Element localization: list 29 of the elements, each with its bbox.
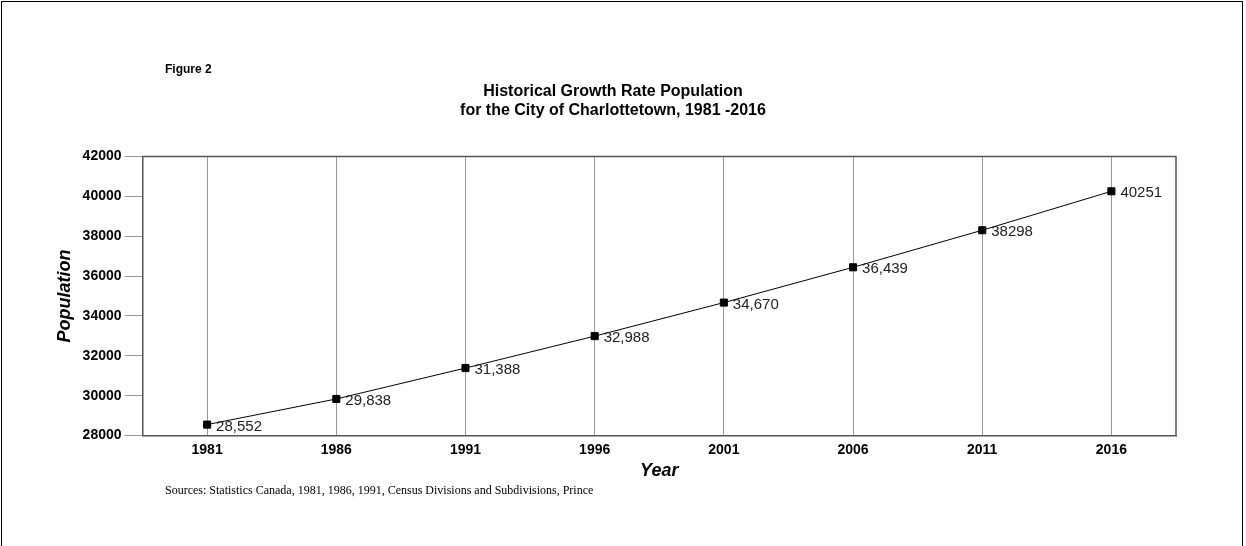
y-tick-label: 32000	[82, 346, 122, 363]
x-tick-label: 2001	[708, 440, 740, 457]
x-tick-label: 2011	[967, 440, 998, 457]
y-tick-label: 34000	[82, 306, 122, 323]
x-tick-label: 1991	[449, 440, 482, 457]
x-tick-label: 1986	[320, 440, 353, 457]
caption: Figure 2	[165, 62, 212, 76]
y-tick-label: 30000	[82, 386, 122, 403]
y-tick-label: 36000	[82, 266, 122, 283]
data-label: 36,439	[862, 259, 908, 277]
x-tick-label: 2006	[837, 440, 869, 457]
y-tick-label: 40000	[82, 187, 122, 204]
data-label: 32,988	[603, 328, 650, 346]
x-tick-label: 1996	[579, 440, 611, 457]
data-label: 34,670	[732, 294, 779, 312]
data-label: 29,838	[345, 391, 392, 409]
y-tick-label: 42000	[82, 147, 122, 164]
data-label: 31,388	[474, 360, 521, 378]
data-label: 40251	[1120, 183, 1163, 201]
data-label: 38298	[991, 222, 1033, 240]
x-axis-title: Year	[640, 460, 680, 481]
y-tick-label: 38000	[82, 227, 122, 244]
x-tick-label: 1981	[191, 440, 223, 457]
x-tick-label: 2016	[1095, 440, 1128, 457]
y-axis-title: Population	[53, 249, 74, 343]
y-tick-label: 28000	[82, 426, 122, 443]
source-note: Sources: Statistics Canada, 1981, 1986, 1991, Census Divisions and Subdivisions, Prince	[165, 483, 594, 498]
data-label: 28,552	[216, 416, 263, 434]
chart-title: Historical Growth Rate Population for the City of Charlottetown, 1981 -2016	[460, 82, 767, 119]
